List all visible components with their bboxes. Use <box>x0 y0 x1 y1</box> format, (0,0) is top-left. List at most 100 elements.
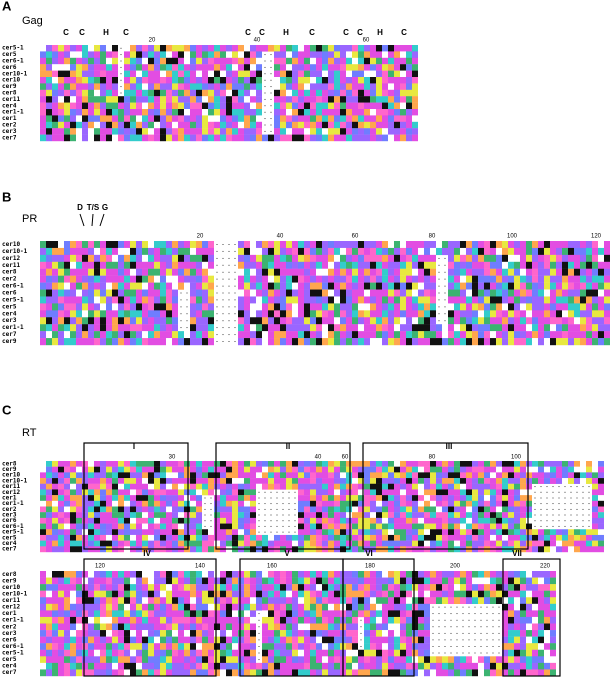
residue-cell <box>448 310 454 318</box>
residue-cell <box>298 282 304 290</box>
residue-cell <box>358 500 364 507</box>
residue-cell <box>172 89 178 97</box>
residue-cell <box>184 77 190 84</box>
residue-cell <box>124 616 130 624</box>
residue-cell <box>364 489 370 496</box>
residue-cell <box>238 303 244 311</box>
residue-cell <box>340 96 346 103</box>
residue-cell <box>160 241 166 249</box>
residue-cell <box>262 590 268 598</box>
residue-cell <box>178 338 184 346</box>
residue-cell <box>148 610 154 618</box>
residue-cell <box>376 254 382 262</box>
residue-cell <box>586 466 592 473</box>
residue-cell <box>226 83 232 90</box>
residue-cell <box>88 57 94 65</box>
residue-cell <box>448 331 454 339</box>
residue-cell <box>280 610 286 618</box>
residue-cell <box>244 577 250 585</box>
residue-cell <box>172 102 178 110</box>
residue-cell <box>364 261 370 269</box>
residue-cell <box>184 529 190 536</box>
residue-cell <box>232 584 238 591</box>
residue-cell <box>148 261 154 269</box>
residue-cell <box>82 590 88 598</box>
residue-cell <box>406 643 412 650</box>
residue-cell <box>544 571 550 578</box>
residue-cell <box>430 466 436 473</box>
residue-cell <box>106 331 112 339</box>
residue-cell <box>178 483 184 490</box>
residue-cell <box>424 517 430 524</box>
residue-cell <box>118 324 124 332</box>
residue-cell <box>436 461 442 467</box>
row-label: cer9 <box>2 338 17 345</box>
residue-cell <box>52 500 58 507</box>
residue-cell <box>544 247 550 256</box>
residue-cell <box>310 77 316 84</box>
residue-cell <box>352 128 358 135</box>
residue-cell <box>142 331 148 339</box>
residue-cell <box>460 495 466 502</box>
residue-cell <box>568 534 574 541</box>
residue-cell <box>124 500 130 507</box>
residue-cell <box>496 247 502 256</box>
residue-cell <box>118 577 124 585</box>
residue-cell <box>118 109 124 116</box>
residue-cell <box>196 489 202 496</box>
residue-cell <box>88 540 94 547</box>
residue-cell <box>202 51 208 58</box>
residue-cell <box>502 636 508 644</box>
residue-cell <box>286 282 292 290</box>
residue-cell <box>430 303 436 311</box>
residue-cell <box>88 577 94 585</box>
residue-cell <box>454 466 460 473</box>
residue-cell <box>586 310 592 318</box>
residue-cell <box>190 643 196 650</box>
residue-cell <box>346 289 352 297</box>
residue-cell <box>292 540 298 547</box>
residue-cell <box>340 83 346 90</box>
row-label: cer4 <box>2 310 17 317</box>
gap-dot <box>432 626 434 628</box>
residue-cell <box>64 77 70 84</box>
residue-cell <box>148 70 154 78</box>
residue-cell <box>406 610 412 618</box>
residue-cell <box>52 523 58 530</box>
residue-cell <box>322 128 328 135</box>
residue-cell <box>382 461 388 467</box>
residue-cell <box>58 610 64 618</box>
residue-cell <box>298 466 304 473</box>
residue-cell <box>310 70 316 78</box>
residue-cell <box>202 317 208 325</box>
residue-cell <box>142 512 148 519</box>
residue-cell <box>460 517 466 524</box>
gap-dot <box>270 111 272 113</box>
residue-cell <box>466 241 472 249</box>
residue-cell <box>502 603 508 611</box>
residue-cell <box>112 121 118 129</box>
residue-cell <box>190 296 196 304</box>
residue-cell <box>172 296 178 304</box>
residue-cell <box>58 331 64 339</box>
residue-cell <box>406 83 412 90</box>
residue-cell <box>370 461 376 467</box>
residue-cell <box>250 540 256 547</box>
residue-cell <box>274 109 280 116</box>
residue-cell <box>292 472 298 479</box>
residue-cell <box>508 506 514 513</box>
residue-cell <box>466 495 472 502</box>
residue-cell <box>70 310 76 318</box>
residue-cell <box>262 630 268 637</box>
gap-dot <box>444 257 446 259</box>
position-number: 60 <box>342 455 349 461</box>
residue-cell <box>328 590 334 598</box>
residue-cell <box>598 282 604 290</box>
residue-cell <box>256 603 262 611</box>
residue-cell <box>352 289 358 297</box>
residue-cell <box>382 478 388 484</box>
row-label: cer6 <box>2 290 17 297</box>
gap-dot <box>444 306 446 308</box>
residue-cell <box>220 597 226 605</box>
residue-cell <box>526 577 532 585</box>
